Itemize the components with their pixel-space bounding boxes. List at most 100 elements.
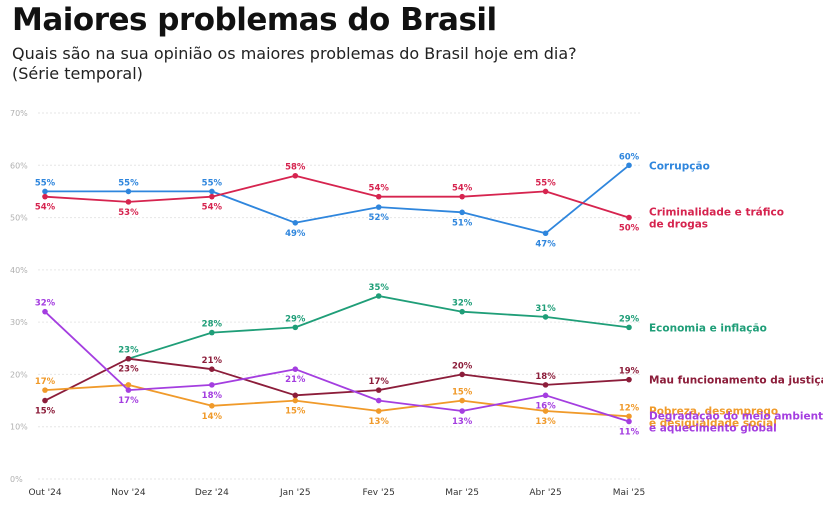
data-label-degradacao-do-meio-ambiente-e-aquecimento-global: 11%	[619, 427, 640, 437]
x-tick-label: Jan '25	[279, 488, 311, 498]
data-point-criminalidade-e-trafico-de-drogas	[375, 193, 382, 200]
y-tick-label: 70%	[10, 109, 28, 118]
x-tick-label: Dez '24	[195, 488, 229, 498]
data-label-corrupcao: 55%	[35, 178, 56, 188]
data-label-economia-e-inflacao: 32%	[452, 299, 473, 309]
data-label-economia-e-inflacao: 29%	[285, 314, 306, 324]
data-point-criminalidade-e-trafico-de-drogas	[209, 193, 215, 200]
series-line-mau-funcionamento-da-justica	[44, 357, 630, 402]
data-label-economia-e-inflacao: 29%	[619, 314, 640, 324]
data-label-mau-funcionamento-da-justica: 23%	[118, 365, 139, 375]
data-point-mau-funcionamento-da-justica	[375, 387, 382, 393]
data-label-corrupcao: 60%	[619, 152, 640, 162]
data-label-mau-funcionamento-da-justica: 17%	[369, 377, 390, 387]
data-point-economia-e-inflacao	[209, 329, 215, 336]
data-label-pobreza-desemprego-e-desigualdade-social: 14%	[202, 412, 223, 422]
data-label-criminalidade-e-trafico-de-drogas: 50%	[619, 224, 640, 234]
data-point-corrupcao	[125, 188, 132, 195]
data-point-economia-e-inflacao	[459, 308, 465, 315]
data-point-degradacao-do-meio-ambiente-e-aquecimento-global	[292, 366, 299, 373]
legend-label-pobreza-desemprego-e-desigualdade-social: e desigualdade social	[649, 417, 777, 429]
y-tick-label: 40%	[10, 266, 28, 275]
data-point-economia-e-inflacao	[292, 324, 299, 331]
data-label-degradacao-do-meio-ambiente-e-aquecimento-global: 32%	[35, 299, 56, 309]
data-label-economia-e-inflacao: 23%	[118, 346, 139, 356]
data-point-pobreza-desemprego-e-desigualdade-social	[626, 413, 632, 420]
data-label-criminalidade-e-trafico-de-drogas: 55%	[535, 178, 556, 188]
data-label-mau-funcionamento-da-justica: 19%	[619, 367, 640, 377]
data-point-pobreza-desemprego-e-desigualdade-social	[459, 397, 465, 404]
data-label-pobreza-desemprego-e-desigualdade-social: 17%	[35, 377, 56, 387]
data-point-criminalidade-e-trafico-de-drogas	[459, 193, 465, 200]
data-label-pobreza-desemprego-e-desigualdade-social: 15%	[452, 388, 473, 398]
data-label-corrupcao: 49%	[285, 229, 306, 239]
x-tick-label: Abr '25	[529, 488, 561, 498]
y-tick-label: 60%	[10, 161, 28, 170]
subtitle-line-2: (Série temporal)	[12, 64, 143, 83]
data-point-mau-funcionamento-da-justica	[292, 392, 299, 399]
data-label-pobreza-desemprego-e-desigualdade-social: 13%	[535, 417, 556, 427]
data-label-degradacao-do-meio-ambiente-e-aquecimento-global: 17%	[118, 396, 139, 406]
data-label-mau-funcionamento-da-justica: 21%	[202, 356, 223, 366]
data-point-corrupcao	[375, 204, 382, 210]
data-label-criminalidade-e-trafico-de-drogas: 54%	[369, 184, 390, 194]
data-label-pobreza-desemprego-e-desigualdade-social: 15%	[285, 407, 306, 417]
data-label-criminalidade-e-trafico-de-drogas: 53%	[118, 208, 139, 218]
legend-label-criminalidade-e-trafico-de-drogas: de drogas	[649, 219, 708, 231]
chart-title: Maiores problemas do Brasil	[12, 2, 497, 38]
data-point-degradacao-do-meio-ambiente-e-aquecimento-global	[375, 397, 382, 404]
data-point-mau-funcionamento-da-justica	[125, 355, 132, 362]
data-label-pobreza-desemprego-e-desigualdade-social: 12%	[619, 403, 640, 413]
data-point-degradacao-do-meio-ambiente-e-aquecimento-global	[209, 382, 215, 388]
series-line-criminalidade-e-trafico-de-drogas	[44, 174, 630, 219]
data-label-criminalidade-e-trafico-de-drogas: 54%	[452, 184, 473, 194]
data-point-corrupcao	[459, 209, 465, 216]
x-tick-label: Out '24	[28, 488, 61, 498]
series-line-corrupcao	[45, 164, 630, 235]
data-label-mau-funcionamento-da-justica: 18%	[535, 372, 556, 382]
y-tick-label: 50%	[10, 214, 28, 223]
data-point-mau-funcionamento-da-justica	[459, 371, 465, 378]
data-label-mau-funcionamento-da-justica: 20%	[452, 361, 473, 371]
data-label-mau-funcionamento-da-justica: 15%	[35, 407, 56, 417]
data-point-degradacao-do-meio-ambiente-e-aquecimento-global	[125, 387, 132, 393]
data-point-mau-funcionamento-da-justica	[209, 366, 215, 373]
data-point-pobreza-desemprego-e-desigualdade-social	[209, 403, 215, 409]
data-label-degradacao-do-meio-ambiente-e-aquecimento-global: 18%	[202, 391, 223, 401]
data-point-corrupcao	[626, 162, 632, 169]
data-point-pobreza-desemprego-e-desigualdade-social	[375, 408, 382, 414]
data-label-pobreza-desemprego-e-desigualdade-social: 13%	[369, 417, 390, 427]
data-point-criminalidade-e-trafico-de-drogas	[542, 188, 549, 195]
data-point-pobreza-desemprego-e-desigualdade-social	[42, 387, 48, 393]
data-point-degradacao-do-meio-ambiente-e-aquecimento-global	[626, 418, 632, 425]
y-tick-label: 10%	[10, 423, 28, 432]
x-tick-label: Nov '24	[111, 488, 146, 498]
y-tick-label: 30%	[10, 318, 28, 327]
data-point-mau-funcionamento-da-justica	[42, 397, 48, 404]
data-label-economia-e-inflacao: 28%	[202, 320, 223, 330]
data-point-corrupcao	[42, 188, 48, 195]
data-point-criminalidade-e-trafico-de-drogas	[42, 193, 48, 200]
data-point-corrupcao	[209, 188, 215, 195]
data-label-criminalidade-e-trafico-de-drogas: 54%	[35, 203, 56, 213]
x-tick-label: Mar '25	[445, 488, 479, 498]
data-label-criminalidade-e-trafico-de-drogas: 58%	[285, 163, 306, 173]
data-label-corrupcao: 55%	[118, 178, 139, 188]
data-point-economia-e-inflacao	[626, 324, 632, 331]
x-tick-label: Fev '25	[363, 488, 395, 498]
data-label-corrupcao: 55%	[202, 178, 223, 188]
data-label-degradacao-do-meio-ambiente-e-aquecimento-global: 21%	[285, 375, 306, 385]
data-label-economia-e-inflacao: 35%	[369, 283, 390, 293]
data-label-criminalidade-e-trafico-de-drogas: 54%	[202, 203, 223, 213]
data-label-degradacao-do-meio-ambiente-e-aquecimento-global: 13%	[452, 417, 473, 427]
data-point-degradacao-do-meio-ambiente-e-aquecimento-global	[459, 408, 465, 414]
legend-label-degradacao-do-meio-ambiente-e-aquecimento-global: e aquecimento global	[649, 422, 777, 434]
legend-label-criminalidade-e-trafico-de-drogas: Criminalidade e tráfico	[649, 207, 784, 219]
legend-label-mau-funcionamento-da-justica: Mau funcionamento da justiça	[649, 375, 823, 387]
legend-label-pobreza-desemprego-e-desigualdade-social: Pobreza, desemprego	[649, 405, 778, 417]
series-line-degradacao-do-meio-ambiente-e-aquecimento-global	[44, 311, 630, 423]
legend-label-degradacao-do-meio-ambiente-e-aquecimento-global: Degradação do meio ambiente	[649, 410, 823, 422]
data-point-mau-funcionamento-da-justica	[626, 376, 632, 383]
data-point-economia-e-inflacao	[542, 314, 549, 320]
